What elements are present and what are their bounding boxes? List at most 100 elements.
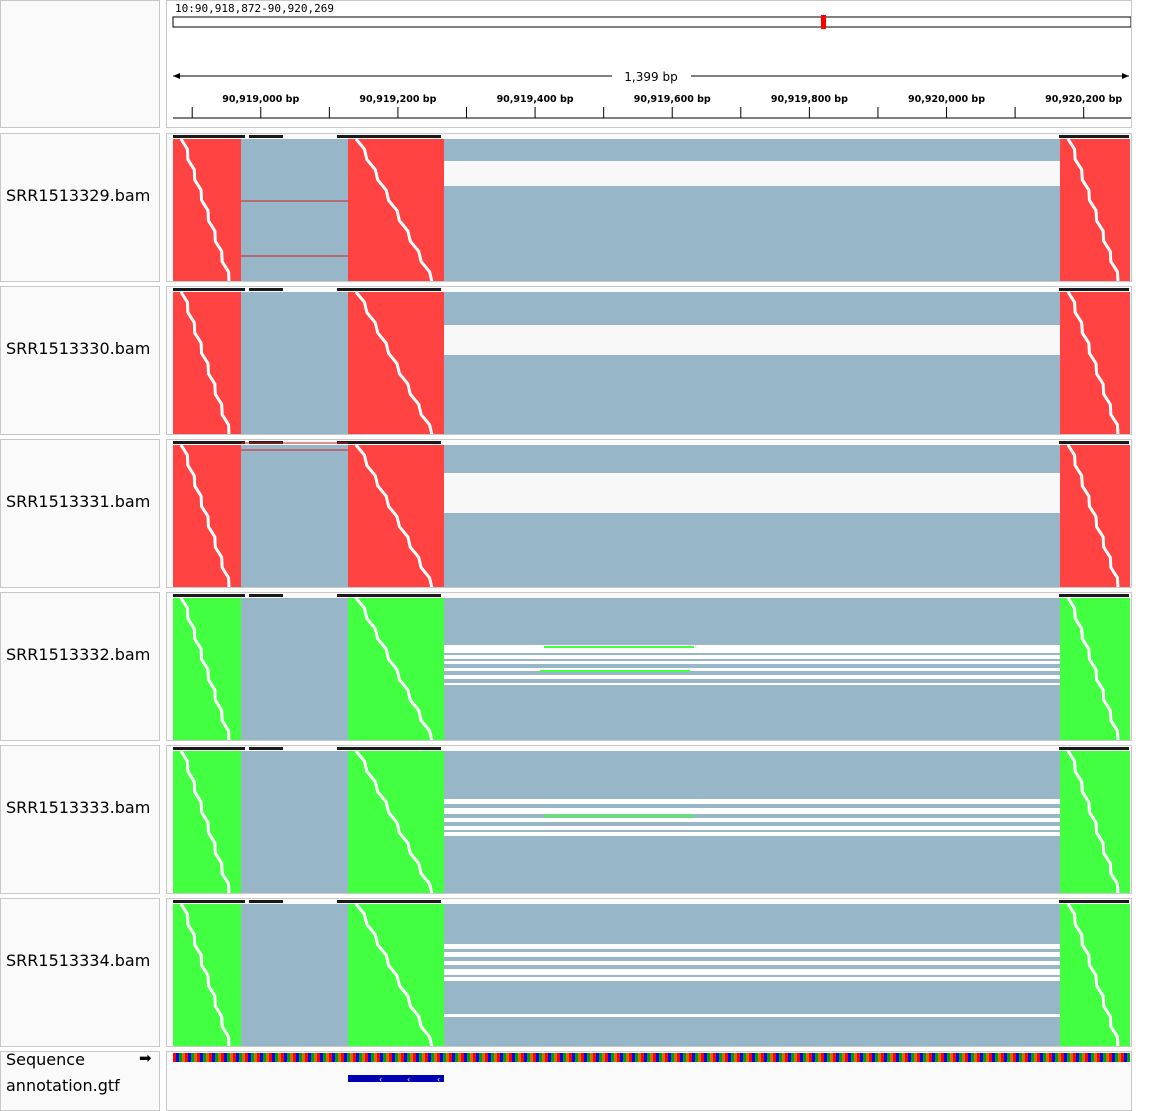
sequence-base [191, 1053, 194, 1062]
junction-fill[interactable] [241, 751, 348, 894]
sequence-base [884, 1053, 887, 1062]
sequence-base [479, 1053, 482, 1062]
sequence-base [182, 1053, 185, 1062]
junction-gap [444, 799, 1060, 804]
sequence-base [386, 1053, 389, 1062]
alignment-track[interactable] [166, 439, 1132, 588]
sequence-base [797, 1053, 800, 1062]
soft-clip-edge [1066, 903, 1120, 1046]
junction-fill[interactable] [444, 751, 1060, 894]
coverage-bar [337, 441, 441, 444]
sequence-base [914, 1053, 917, 1062]
track-name-panel[interactable]: SRR1513334.bam [0, 898, 160, 1047]
sequence-base [419, 1053, 422, 1062]
sequence-base [917, 1053, 920, 1062]
sequence-base [491, 1053, 494, 1062]
alignment-track[interactable] [166, 592, 1132, 741]
junction-fill[interactable] [444, 292, 1060, 435]
sequence-base [869, 1053, 872, 1062]
sequence-base [512, 1053, 515, 1062]
sequence-base [1022, 1053, 1025, 1062]
sequence-base [1103, 1053, 1106, 1062]
sequence-base [323, 1053, 326, 1062]
gene-exon[interactable] [348, 1075, 444, 1082]
sequence-base [449, 1053, 452, 1062]
coverage-bar [173, 135, 245, 138]
sequence-base [899, 1053, 902, 1062]
track-name-panel[interactable]: SRR1513330.bam [0, 286, 160, 435]
junction-fill[interactable] [241, 598, 348, 741]
track-name-panel[interactable]: SRR1513331.bam [0, 439, 160, 588]
sequence-base [521, 1053, 524, 1062]
strand-minus-icon: ‹ [437, 1075, 440, 1084]
sequence-base [527, 1053, 530, 1062]
sequence-base [1109, 1053, 1112, 1062]
coverage-bar [1059, 441, 1129, 444]
sequence-base [1049, 1053, 1052, 1062]
alignment-track[interactable] [166, 133, 1132, 282]
arrow-left-icon [173, 73, 180, 79]
strand-minus-icon: ‹ [407, 1075, 410, 1084]
junction-fill[interactable] [444, 139, 1060, 282]
sequence-base [1076, 1053, 1079, 1062]
sequence-base [197, 1053, 200, 1062]
alignment-track[interactable] [166, 286, 1132, 435]
sequence-label: Sequence [6, 1050, 85, 1069]
sequence-base [716, 1053, 719, 1062]
sequence-base [500, 1053, 503, 1062]
track-name-panel[interactable]: SRR1513332.bam [0, 592, 160, 741]
ruler-tick-label: 90,919,000 bp [222, 94, 299, 105]
sequence-base [377, 1053, 380, 1062]
junction-fill[interactable] [444, 445, 1060, 588]
sequence-base [806, 1053, 809, 1062]
sequence-base [428, 1053, 431, 1062]
sequence-base [839, 1053, 842, 1062]
feature-panel[interactable]: ‹ ‹ ‹ [166, 1051, 1132, 1111]
sequence-base [962, 1053, 965, 1062]
chromosome-ideogram[interactable] [172, 16, 1131, 28]
alignment-svg [173, 900, 1130, 1047]
track-name-panel[interactable]: SRR1513333.bam [0, 745, 160, 894]
sequence-base [176, 1053, 179, 1062]
sequence-base [203, 1053, 206, 1062]
sequence-base [1046, 1053, 1049, 1062]
sequence-base [677, 1053, 680, 1062]
soft-clip-edge [179, 138, 231, 281]
sequence-base [293, 1053, 296, 1062]
soft-clip-edge [354, 291, 434, 434]
sequence-base [317, 1053, 320, 1062]
alignment-track[interactable] [166, 745, 1132, 894]
strand-arrow-icon[interactable]: ➡ [139, 1049, 152, 1067]
arrow-right-icon [1122, 73, 1129, 79]
ruler-panel[interactable]: 10:90,918,872-90,920,269 1,399 bp 90,919… [166, 0, 1132, 128]
sequence-base [941, 1053, 944, 1062]
sequence-base [218, 1053, 221, 1062]
sequence-base [749, 1053, 752, 1062]
sequence-base [248, 1053, 251, 1062]
sequence-base [614, 1053, 617, 1062]
junction-fill[interactable] [241, 139, 348, 282]
sequence-base [707, 1053, 710, 1062]
sequence-base [1007, 1053, 1010, 1062]
sequence-base [686, 1053, 689, 1062]
sequence-base [374, 1053, 377, 1062]
sequence-base [713, 1053, 716, 1062]
soft-clip-edge [179, 291, 231, 434]
sequence-track[interactable] [173, 1053, 1130, 1062]
soft-clip-edge [354, 597, 434, 740]
junction-fill[interactable] [241, 445, 348, 588]
sequence-base [809, 1053, 812, 1062]
sequence-base [179, 1053, 182, 1062]
junction-fill[interactable] [241, 904, 348, 1047]
sequence-base [665, 1053, 668, 1062]
sequence-base [1067, 1053, 1070, 1062]
junction-fill[interactable] [444, 904, 1060, 1047]
junction-fill[interactable] [241, 292, 348, 435]
sequence-base [458, 1053, 461, 1062]
track-name-panel[interactable]: SRR1513329.bam [0, 133, 160, 282]
alignment-track[interactable] [166, 898, 1132, 1047]
sequence-base [245, 1053, 248, 1062]
gene-feature[interactable]: ‹ ‹ ‹ [348, 1075, 444, 1084]
sequence-base [494, 1053, 497, 1062]
sequence-base [515, 1053, 518, 1062]
